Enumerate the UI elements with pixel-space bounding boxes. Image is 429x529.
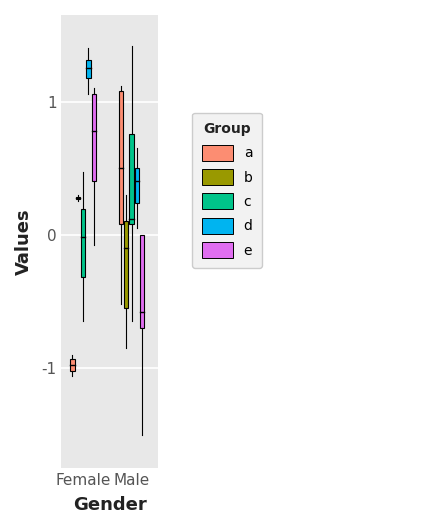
Bar <box>81 209 85 277</box>
Legend: a, b, c, d, e: a, b, c, d, e <box>192 113 262 268</box>
Bar <box>91 94 96 181</box>
Bar <box>86 60 91 78</box>
Bar <box>140 235 145 328</box>
Bar <box>76 197 80 199</box>
Y-axis label: Values: Values <box>15 208 33 275</box>
Bar <box>135 168 139 203</box>
Bar <box>130 133 134 224</box>
Bar <box>119 91 123 224</box>
X-axis label: Gender: Gender <box>73 496 147 514</box>
Bar <box>124 222 128 308</box>
Bar <box>70 359 75 371</box>
